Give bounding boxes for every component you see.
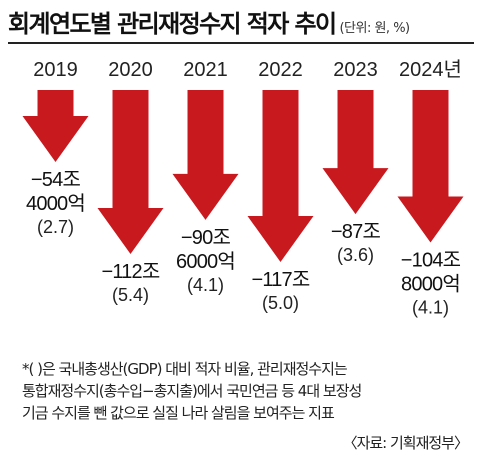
gdp-ratio-label: (4.1) — [187, 275, 224, 295]
gdp-ratio-label: (3.6) — [337, 245, 374, 265]
year-label: 2022 — [258, 59, 303, 81]
deficit-value-label: 8000억 — [401, 273, 460, 296]
deficit-arrow — [22, 90, 89, 162]
source-note: 〈자료: 기획재정부〉 — [342, 434, 469, 452]
gdp-ratio-label: (5.0) — [262, 293, 299, 313]
unit-label: (단위: 원, %) — [339, 21, 410, 36]
deficit-value-label: −87조 — [331, 221, 381, 243]
year-label: 2019 — [33, 59, 78, 81]
deficit-value-label: −117조 — [252, 269, 310, 291]
footnote-line-1: *( )은 국내총생산(GDP) 대비 적자 비율, 관리재정수지는 — [22, 360, 348, 378]
deficit-arrow — [247, 90, 314, 262]
footnote-line-3: 기금 수지를 뺀 값으로 실질 나라 살림을 보여주는 지표 — [22, 404, 335, 422]
year-label: 2020 — [108, 59, 153, 81]
title-divider — [8, 42, 474, 44]
title-row: 회계연도별 관리재정수지 적자 추이 (단위: 원, %) — [8, 4, 476, 40]
deficit-arrow — [322, 90, 389, 215]
deficit-arrow — [172, 90, 239, 220]
gdp-ratio-label: (4.1) — [412, 298, 449, 318]
deficit-arrow — [97, 90, 164, 255]
chart-title: 회계연도별 관리재정수지 적자 추이 — [8, 10, 337, 38]
deficit-value-label: −54조 — [31, 169, 81, 191]
year-label: 2021 — [183, 59, 228, 81]
deficit-arrow — [397, 90, 464, 243]
deficit-value-label: −112조 — [102, 261, 160, 283]
deficit-value-label: 4000억 — [26, 192, 85, 215]
gdp-ratio-label: (2.7) — [37, 217, 74, 237]
year-label: 2023 — [333, 59, 378, 81]
year-label: 2024년 — [399, 58, 462, 81]
deficit-value-label: −104조 — [401, 250, 461, 272]
footnote: *( )은 국내총생산(GDP) 대비 적자 비율, 관리재정수지는 통합재정수… — [22, 358, 472, 424]
footnote-line-2: 통합재정수지(총수입−총지출)에서 국민연금 등 4대 보장성 — [22, 382, 362, 400]
deficit-value-label: 6000억 — [176, 250, 235, 273]
gdp-ratio-label: (5.4) — [112, 285, 149, 305]
deficit-value-label: −90조 — [181, 227, 231, 249]
